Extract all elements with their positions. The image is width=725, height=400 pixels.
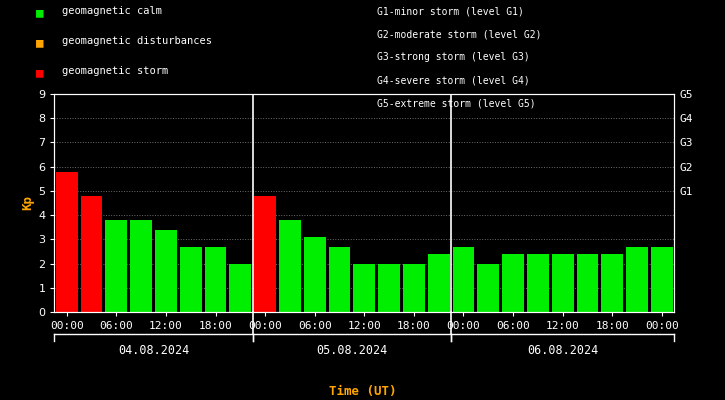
- Text: G3-strong storm (level G3): G3-strong storm (level G3): [377, 52, 530, 62]
- Bar: [105, 220, 128, 312]
- Bar: [353, 264, 376, 312]
- Bar: [428, 254, 450, 312]
- Bar: [279, 220, 301, 312]
- Bar: [502, 254, 524, 312]
- Text: ■: ■: [36, 6, 44, 19]
- Text: geomagnetic disturbances: geomagnetic disturbances: [62, 36, 212, 46]
- Bar: [477, 264, 500, 312]
- Text: G1-minor storm (level G1): G1-minor storm (level G1): [377, 6, 524, 16]
- Bar: [651, 246, 673, 312]
- Text: G4-severe storm (level G4): G4-severe storm (level G4): [377, 76, 530, 86]
- Bar: [304, 237, 326, 312]
- Bar: [130, 220, 152, 312]
- Bar: [552, 254, 573, 312]
- Bar: [328, 246, 350, 312]
- Bar: [403, 264, 425, 312]
- Bar: [527, 254, 549, 312]
- Text: geomagnetic storm: geomagnetic storm: [62, 66, 168, 76]
- Text: Time (UT): Time (UT): [328, 385, 397, 398]
- Y-axis label: Kp: Kp: [21, 196, 34, 210]
- Bar: [601, 254, 624, 312]
- Bar: [180, 246, 202, 312]
- Text: ■: ■: [36, 36, 44, 49]
- Text: 06.08.2024: 06.08.2024: [527, 344, 598, 357]
- Bar: [626, 246, 648, 312]
- Text: 04.08.2024: 04.08.2024: [118, 344, 189, 357]
- Bar: [204, 246, 226, 312]
- Text: geomagnetic calm: geomagnetic calm: [62, 6, 162, 16]
- Bar: [155, 230, 177, 312]
- Text: ■: ■: [36, 66, 44, 79]
- Bar: [576, 254, 598, 312]
- Bar: [254, 196, 276, 312]
- Text: G5-extreme storm (level G5): G5-extreme storm (level G5): [377, 99, 536, 109]
- Bar: [56, 172, 78, 312]
- Text: G2-moderate storm (level G2): G2-moderate storm (level G2): [377, 29, 542, 39]
- Bar: [229, 264, 252, 312]
- Bar: [378, 264, 400, 312]
- Bar: [80, 196, 102, 312]
- Bar: [452, 246, 474, 312]
- Text: 05.08.2024: 05.08.2024: [316, 344, 388, 357]
